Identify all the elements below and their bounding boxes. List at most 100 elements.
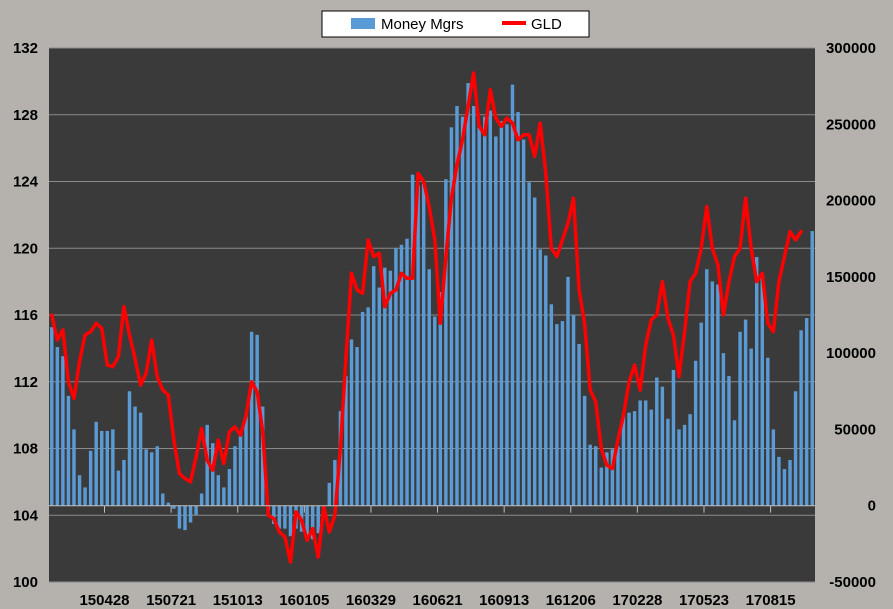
bar-money-mgrs: [249, 331, 254, 506]
bar-money-mgrs: [272, 505, 276, 525]
bar-money-mgrs: [377, 287, 381, 506]
bar-money-mgrs: [277, 505, 282, 529]
bar-money-mgrs: [521, 139, 526, 506]
bar-money-mgrs: [782, 469, 787, 506]
x-tick-label: 160105: [279, 592, 329, 609]
bar-money-mgrs: [127, 391, 132, 506]
bar-money-mgrs: [238, 434, 243, 506]
bar-money-mgrs: [660, 386, 665, 506]
bar-money-mgrs: [705, 269, 709, 506]
right-tick-label: 250000: [826, 116, 876, 133]
bar-money-mgrs: [471, 105, 476, 506]
bar-money-mgrs: [310, 505, 315, 540]
bar-money-mgrs: [505, 124, 509, 506]
bar-money-mgrs: [188, 505, 193, 523]
bar-money-mgrs: [305, 505, 309, 538]
bar-money-mgrs: [410, 174, 415, 506]
bar-money-mgrs: [427, 269, 431, 506]
bar-money-mgrs: [788, 459, 792, 506]
legend-label-gld: GLD: [531, 16, 562, 33]
left-tick-label: 112: [14, 374, 38, 391]
bar-money-mgrs: [538, 249, 542, 506]
bar-money-mgrs: [743, 319, 748, 506]
bar-money-mgrs: [83, 487, 87, 506]
bar-money-mgrs: [371, 266, 376, 506]
left-tick-label: 100: [13, 574, 38, 591]
bar-money-mgrs: [172, 505, 176, 509]
x-tick-label: 170523: [679, 592, 729, 609]
x-tick-label: 170815: [746, 592, 796, 609]
bar-money-mgrs: [510, 84, 515, 506]
bar-money-mgrs: [155, 446, 159, 506]
bar-money-mgrs: [594, 446, 598, 506]
bar-money-mgrs: [349, 339, 354, 506]
bar-money-mgrs: [582, 395, 587, 506]
bar-money-mgrs: [388, 270, 393, 506]
bar-money-mgrs: [394, 247, 398, 506]
bar-money-mgrs: [571, 315, 576, 506]
legend-swatch-money-mgrs: [351, 18, 375, 29]
bar-money-mgrs: [527, 182, 531, 506]
bar-money-mgrs: [549, 304, 554, 506]
bar-money-mgrs: [344, 376, 348, 506]
bar-money-mgrs: [566, 276, 570, 506]
bar-money-mgrs: [455, 105, 459, 506]
right-tick-label: 50000: [834, 421, 876, 438]
bar-money-mgrs: [555, 324, 559, 506]
bar-money-mgrs: [754, 257, 759, 506]
right-tick-label: 0: [868, 498, 876, 515]
bar-money-mgrs: [616, 446, 620, 506]
bar-money-mgrs: [72, 429, 76, 506]
bar-money-mgrs: [166, 502, 171, 506]
bar-money-mgrs: [177, 505, 182, 529]
bar-money-mgrs: [255, 334, 259, 506]
bar-money-mgrs: [100, 430, 104, 506]
bar-money-mgrs: [649, 409, 653, 506]
bar-money-mgrs: [760, 276, 764, 506]
bar-money-mgrs: [460, 116, 465, 506]
bar-money-mgrs: [405, 238, 409, 506]
bar-money-mgrs: [194, 505, 198, 515]
bar-money-mgrs: [421, 183, 426, 506]
x-tick-label: 150428: [79, 592, 129, 609]
right-tick-label: 200000: [826, 193, 876, 210]
bar-money-mgrs: [183, 505, 187, 531]
left-tick-label: 116: [14, 307, 38, 324]
bar-money-mgrs: [477, 127, 481, 506]
bar-money-mgrs: [771, 429, 776, 506]
bar-money-mgrs: [483, 116, 487, 506]
bar-money-mgrs: [105, 430, 110, 506]
bar-money-mgrs: [532, 197, 537, 506]
bar-money-mgrs: [233, 446, 237, 506]
left-tick-label: 104: [13, 507, 39, 524]
left-tick-label: 128: [13, 107, 38, 124]
bar-money-mgrs: [88, 450, 93, 506]
bar-money-mgrs: [610, 449, 615, 506]
money-mgrs-bars: [50, 83, 814, 540]
bar-money-mgrs: [577, 343, 581, 506]
bar-money-mgrs: [161, 493, 165, 506]
bar-money-mgrs: [111, 429, 115, 506]
bar-money-mgrs: [438, 292, 443, 506]
x-tick-label: 170228: [612, 592, 662, 609]
bar-money-mgrs: [466, 83, 470, 506]
bar-money-mgrs: [366, 307, 370, 506]
left-axis-ticks: 100 104 108 112 116 120 124 128 132: [13, 40, 39, 591]
bar-money-mgrs: [627, 412, 631, 506]
bar-money-mgrs: [288, 505, 293, 537]
bar-money-mgrs: [138, 412, 143, 506]
bar-money-mgrs: [638, 400, 642, 506]
bar-money-mgrs: [283, 505, 287, 529]
bar-money-mgrs: [149, 452, 154, 506]
bar-money-mgrs: [444, 179, 448, 506]
bar-money-mgrs: [55, 347, 60, 506]
x-tick-label: 161206: [546, 592, 596, 609]
bar-money-mgrs: [732, 420, 737, 506]
bar-money-mgrs: [61, 356, 65, 506]
bar-money-mgrs: [655, 377, 659, 506]
legend-label-money-mgrs: Money Mgrs: [381, 16, 464, 33]
bar-money-mgrs: [222, 487, 226, 506]
bar-money-mgrs: [810, 231, 814, 506]
bar-money-mgrs: [599, 467, 604, 506]
